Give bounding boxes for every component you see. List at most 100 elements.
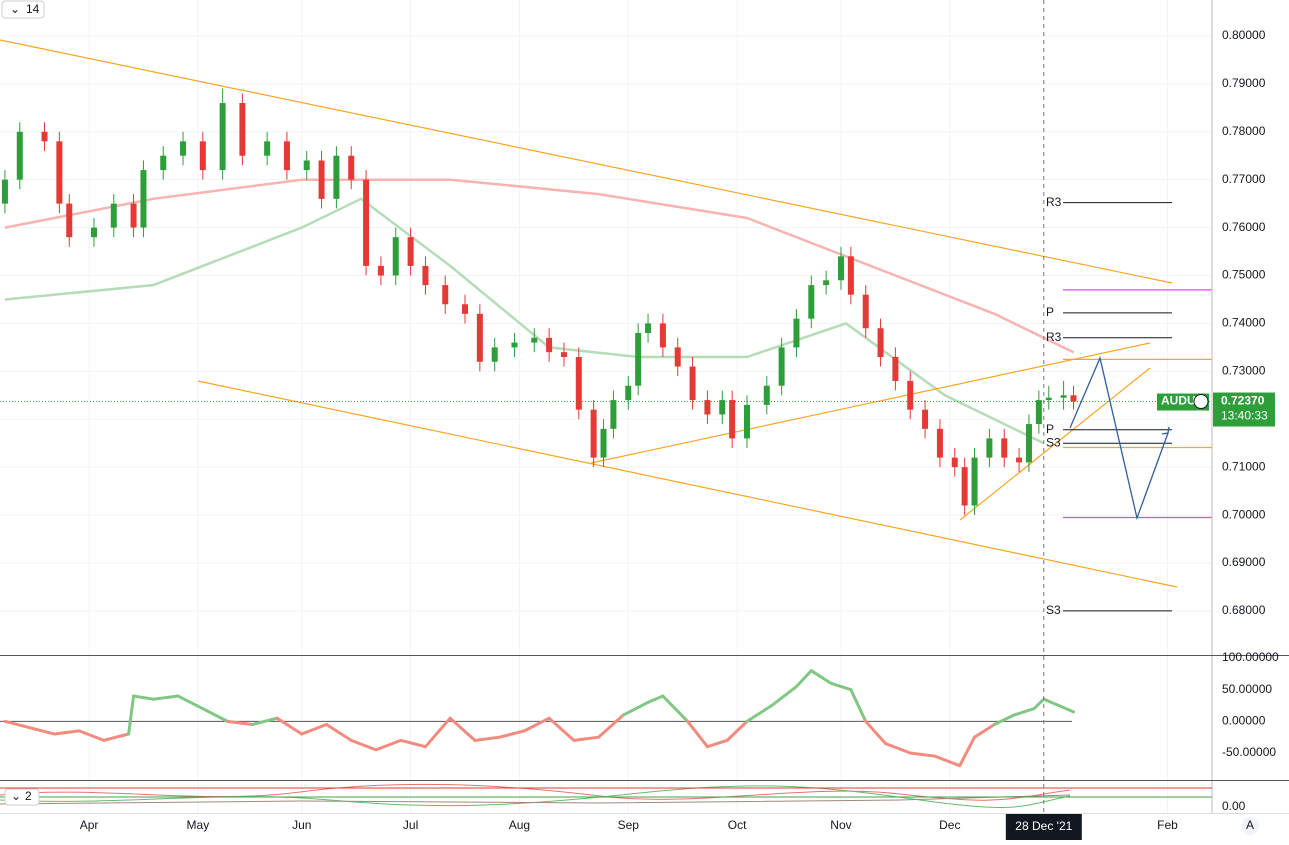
- candle-body: [729, 400, 736, 439]
- y-tick-label: 100.00000: [1222, 650, 1279, 664]
- pivot-label: P: [1046, 305, 1054, 319]
- candle-body: [560, 352, 567, 357]
- candle-body: [442, 285, 449, 305]
- candle-body: [348, 155, 355, 180]
- oscillator-segment: [770, 685, 798, 708]
- oscillator-segment: [958, 735, 977, 768]
- candle-body: [219, 103, 226, 171]
- candle-body: [847, 256, 854, 295]
- x-tick-label: Sep: [618, 818, 640, 832]
- oscillator-segment: [597, 713, 625, 739]
- candle-body: [600, 428, 607, 458]
- candle-body: [303, 160, 310, 171]
- grid: [0, 0, 1212, 813]
- candle-body: [778, 347, 785, 386]
- pivot-label: S3: [1046, 435, 1061, 449]
- candle-body: [491, 347, 498, 362]
- pivot-label: P: [1046, 422, 1054, 436]
- candle-body: [283, 141, 290, 171]
- oscillator-segment: [621, 700, 650, 717]
- y-tick-label: 0.00000: [1222, 714, 1266, 728]
- oscillator-segment: [28, 726, 56, 736]
- candle-body: [546, 337, 553, 353]
- y-tick-label: 0.68000: [1222, 603, 1266, 617]
- oscillator-segment: [399, 738, 427, 749]
- scale-mode-button[interactable]: [1241, 817, 1259, 835]
- candle-body: [971, 457, 978, 506]
- x-tick-label: Apr: [80, 818, 99, 832]
- candle-body: [986, 438, 993, 458]
- oscillator-segment: [864, 719, 888, 746]
- oscillator-segment: [794, 669, 813, 689]
- candle-body: [377, 265, 384, 276]
- oscillator-segment: [661, 694, 690, 723]
- oscillator-segment: [686, 719, 709, 749]
- pane2-lines: [0, 783, 1212, 809]
- scale-mode: A: [1246, 818, 1254, 832]
- oscillator-segment: [226, 719, 254, 727]
- pane2-badge[interactable]: [4, 788, 40, 806]
- chevron: ⌄: [10, 2, 20, 16]
- y-tick-label: 0.77000: [1222, 172, 1266, 186]
- trendlines: [0, 39, 1178, 588]
- x-tick-label: Feb: [1157, 818, 1178, 832]
- candle-body: [922, 409, 929, 429]
- oscillator-segment: [992, 713, 1016, 727]
- candle-body: [160, 155, 167, 171]
- pivot-label: S3: [1046, 603, 1061, 617]
- countdown: 13:40:33: [1221, 409, 1268, 423]
- candle-body: [239, 103, 246, 156]
- trendline: [959, 367, 1151, 521]
- oscillator-segment: [1057, 704, 1075, 714]
- oscillator-segment: [127, 694, 136, 736]
- oscillator-segment: [250, 716, 279, 727]
- oscillator: [0, 669, 1075, 768]
- candle-body: [635, 333, 642, 386]
- candle-body: [140, 170, 147, 228]
- candle-body: [1001, 438, 1008, 458]
- y-tick-label: 0.69000: [1222, 555, 1266, 569]
- oscillator-segment: [349, 738, 378, 752]
- candle-body: [808, 285, 815, 319]
- oscillator-segment: [52, 729, 81, 736]
- oscillator-segment: [473, 735, 502, 742]
- indicator-badge[interactable]: [1, 0, 45, 19]
- oscillator-segment: [201, 707, 230, 723]
- add-button[interactable]: [1193, 394, 1209, 410]
- oscillator-segment: [374, 738, 403, 752]
- oscillator-segment: [646, 694, 665, 704]
- y-tick-label: 0.74000: [1222, 316, 1266, 330]
- trendline: [590, 342, 1151, 464]
- trendline: [197, 380, 1178, 588]
- oscillator-segment: [77, 729, 106, 742]
- candle-body: [877, 328, 884, 357]
- oscillator-segment: [809, 669, 833, 685]
- oscillator-segment: [102, 732, 131, 742]
- y-tick-label: 0.80000: [1222, 28, 1266, 42]
- candle-body: [422, 265, 429, 286]
- y-tick-label: 0.00: [1222, 799, 1246, 813]
- y-tick-label: 0.70000: [1222, 507, 1266, 521]
- oscillator-segment: [745, 704, 774, 723]
- oscillator-segment: [705, 738, 729, 749]
- oscillator-segment: [498, 729, 526, 739]
- x-tick-label: Jul: [403, 818, 418, 832]
- y-tick-label: 50.00000: [1222, 682, 1272, 696]
- candle-body: [41, 131, 48, 142]
- candle-body: [511, 342, 518, 348]
- candle-body: [610, 400, 617, 429]
- oscillator-segment: [547, 716, 576, 742]
- trendline: [0, 39, 1173, 284]
- candle-body: [719, 400, 726, 415]
- pane2-line: [0, 783, 1071, 801]
- candle-body: [462, 304, 469, 314]
- candle-body: [476, 313, 483, 362]
- candle-body: [837, 256, 844, 281]
- y-tick-label: 0.73000: [1222, 364, 1266, 378]
- candle-body: [961, 467, 968, 506]
- candle-body: [951, 457, 958, 468]
- oscillator-segment: [176, 694, 205, 711]
- candle-body: [793, 318, 800, 348]
